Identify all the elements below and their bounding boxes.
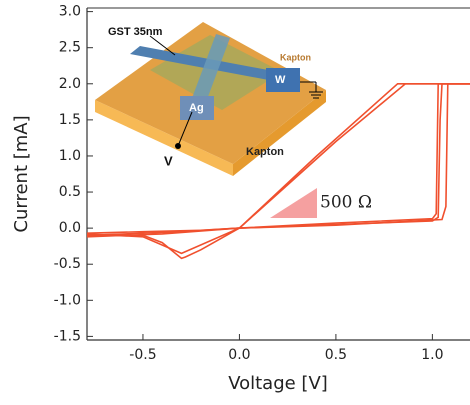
chart: 1.0 0.5 0.0 -0.5 3.0 2.5 2.0 1.5 1.0 0.5 0.0 -0.5 -1… xyxy=(0,0,470,405)
annotation: 500 Ω xyxy=(320,193,372,213)
inset-label: V xyxy=(164,153,173,168)
inset-label: Kapton xyxy=(280,52,311,62)
inset-label: W xyxy=(275,74,286,86)
y-tick-label: -0.5 xyxy=(54,256,81,272)
y-tick-label: -1.5 xyxy=(54,328,81,344)
x-axis-label: Voltage [V] xyxy=(228,373,328,394)
y-tick-label: 0.0 xyxy=(59,220,81,236)
y-axis-label: Current [mA] xyxy=(11,115,32,232)
probe xyxy=(175,143,181,149)
y-tick-label: 2.5 xyxy=(59,40,81,56)
inset-label: Kapton xyxy=(246,146,284,158)
inset-label: Ag xyxy=(189,102,204,114)
y-tick-label: 1.5 xyxy=(59,112,81,128)
inset-diagram: GST 35nm W Ag V Kapton Kapton xyxy=(95,22,326,176)
inset-label: GST 35nm xyxy=(108,26,163,38)
y-tick-label: 3.0 xyxy=(59,4,81,20)
x-tick-label: 1.0 xyxy=(421,347,443,363)
y-tick-label: 0.5 xyxy=(59,184,81,200)
x-tick-label: 0.0 xyxy=(228,347,250,363)
y-tick-label: -1.0 xyxy=(54,292,81,308)
y-tick-label: 1.0 xyxy=(59,148,81,164)
y-tick-label: 2.0 xyxy=(59,76,81,92)
x-tick-label: 0.5 xyxy=(325,347,347,363)
x-tick-label: -0.5 xyxy=(129,347,156,363)
page: {"chart_data": { "type": "line", "x_labe… xyxy=(0,0,470,405)
